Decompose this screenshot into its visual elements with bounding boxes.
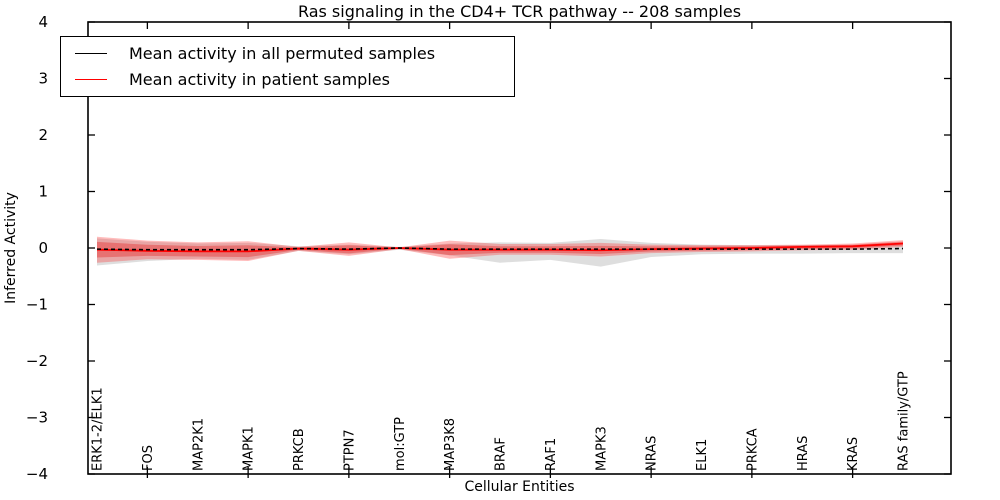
patient-line-icon xyxy=(75,78,107,80)
y-tick-label: 3 xyxy=(38,70,48,88)
x-category-label: mol:GTP xyxy=(393,417,408,471)
x-category-label: BRAF xyxy=(494,437,509,471)
permuted-mean-line xyxy=(96,247,904,251)
y-tick-label: −3 xyxy=(26,409,48,427)
y-tick-label: 2 xyxy=(38,126,48,144)
x-category-label: PRKCA xyxy=(745,428,760,471)
y-tick-label: 1 xyxy=(38,183,48,201)
x-category-label: FOS xyxy=(141,445,156,471)
y-tick-label: −2 xyxy=(26,352,48,370)
y-axis-label: Inferred Activity xyxy=(3,192,19,304)
x-category-label: HRAS xyxy=(796,436,811,471)
x-category-label: PTPN7 xyxy=(342,429,357,471)
y-tick-label: 0 xyxy=(38,239,48,257)
legend-label-patient: Mean activity in patient samples xyxy=(129,69,390,89)
y-tick-label: 4 xyxy=(38,13,48,31)
y-tick-label: −4 xyxy=(26,465,48,483)
x-category-label: PRKCB xyxy=(292,428,307,471)
legend-row-permuted: Mean activity in all permuted samples xyxy=(75,44,504,63)
legend-row-patient: Mean activity in patient samples xyxy=(75,70,504,89)
x-category-label: RAS family/GTP xyxy=(897,371,912,471)
x-category-label: MAP2K1 xyxy=(191,418,206,471)
x-category-label: NRAS xyxy=(645,436,660,471)
x-axis-label: Cellular Entities xyxy=(464,479,575,495)
chart-title: Ras signaling in the CD4+ TCR pathway --… xyxy=(297,2,742,21)
patient-mean-line xyxy=(96,242,904,253)
x-category-label: KRAS xyxy=(846,437,861,471)
legend: Mean activity in all permuted samples Me… xyxy=(60,36,515,97)
x-category-label: ERK1-2/ELK1 xyxy=(91,387,106,471)
x-category-label: MAPK1 xyxy=(242,426,257,471)
y-tick-label: −1 xyxy=(26,296,48,314)
x-category-label: MAP3K8 xyxy=(443,418,458,471)
x-category-label: RAF1 xyxy=(544,438,559,471)
permuted-line-icon xyxy=(75,53,107,55)
permuted-band xyxy=(97,238,903,267)
legend-label-permuted: Mean activity in all permuted samples xyxy=(129,44,436,64)
x-category-label: ELK1 xyxy=(695,439,710,471)
x-category-label: MAPK3 xyxy=(594,426,609,471)
